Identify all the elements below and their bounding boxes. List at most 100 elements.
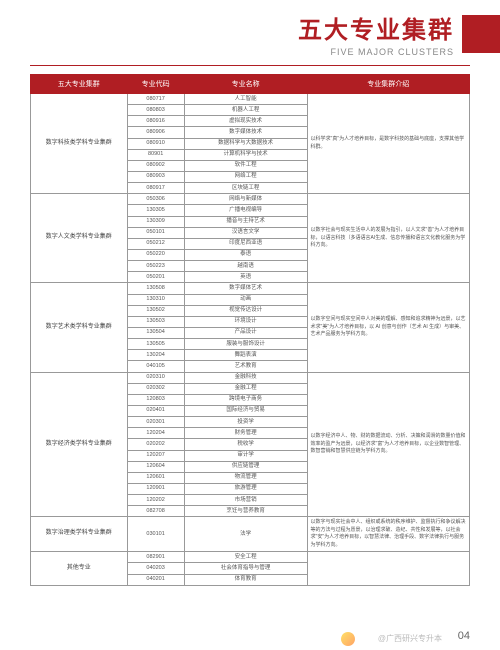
code-cell: 020310: [127, 372, 184, 383]
code-cell: 130508: [127, 283, 184, 294]
watermark-text: @广西研兴专升本: [378, 633, 442, 644]
table-row: 数字经济类学科专业集群020310金融科技以数字经济中人、物、财的数据流动、分析…: [31, 372, 470, 383]
major-cell: 艺术教育: [184, 361, 307, 372]
cluster-cell: 数字艺术类学科专业集群: [31, 283, 128, 372]
cluster-cell: 数字人文类学科专业集群: [31, 194, 128, 283]
code-cell: 020302: [127, 383, 184, 394]
code-cell: 050220: [127, 249, 184, 260]
major-cell: 物流管理: [184, 472, 307, 483]
major-cell: 审计学: [184, 450, 307, 461]
title-english: FIVE MAJOR CLUSTERS: [298, 47, 454, 57]
major-cell: 动画: [184, 294, 307, 305]
major-cell: 泰语: [184, 249, 307, 260]
major-cell: 体育教育: [184, 574, 307, 585]
cluster-cell: 其他专业: [31, 552, 128, 585]
code-cell: 120202: [127, 495, 184, 506]
code-cell: 040201: [127, 574, 184, 585]
intro-cell: 以数字空间与现实空间中人对美的理解、感知和追求精神为远景，以艺术求"美"为人才培…: [307, 283, 469, 372]
code-cell: 050101: [127, 227, 184, 238]
major-cell: 英语: [184, 272, 307, 283]
code-cell: 120604: [127, 461, 184, 472]
major-cell: 播音与主持艺术: [184, 216, 307, 227]
code-cell: 120901: [127, 483, 184, 494]
major-cell: 环境设计: [184, 316, 307, 327]
major-cell: 烹饪与营养教育: [184, 506, 307, 517]
code-cell: 120601: [127, 472, 184, 483]
code-cell: 020301: [127, 417, 184, 428]
major-cell: 舞蹈表演: [184, 350, 307, 361]
intro-cell: 以数字与现实社会中人、组织或系统的秩序维护、监督执行和争议解决等的方法与过程为愿…: [307, 517, 469, 552]
major-cell: 人工智能: [184, 94, 307, 105]
major-cell: 广播电视编导: [184, 205, 307, 216]
table-header-row: 五大专业集群 专业代码 专业名称 专业集群介绍: [31, 75, 470, 94]
major-cell: 数据科学与大数据技术: [184, 138, 307, 149]
table-body: 数字科技类学科专业集群080717人工智能以科学求"真"为人才培养目标，是数字科…: [31, 94, 470, 586]
major-cell: 计算机科学与技术: [184, 149, 307, 160]
major-cell: 区块链工程: [184, 183, 307, 194]
major-cell: 金融工程: [184, 383, 307, 394]
code-cell: 050306: [127, 194, 184, 205]
code-cell: 080717: [127, 94, 184, 105]
code-cell: 040105: [127, 361, 184, 372]
intro-cell: 以科学求"真"为人才培养目标，是数字科技的基础与底座，支撑其他学科群。: [307, 94, 469, 194]
code-cell: 130502: [127, 305, 184, 316]
major-cell: 汉语言文学: [184, 227, 307, 238]
major-cell: 国际经济与贸易: [184, 405, 307, 416]
major-cell: 服装与服饰设计: [184, 339, 307, 350]
major-cell: 数字媒体技术: [184, 127, 307, 138]
code-cell: 030101: [127, 517, 184, 552]
code-cell: 130309: [127, 216, 184, 227]
code-cell: 120204: [127, 428, 184, 439]
title-block: 五大专业集群 FIVE MAJOR CLUSTERS: [298, 10, 454, 57]
code-cell: 050223: [127, 261, 184, 272]
major-cell: 安全工程: [184, 552, 307, 563]
code-cell: 082708: [127, 506, 184, 517]
cluster-cell: 数字经济类学科专业集群: [31, 372, 128, 517]
major-cell: 产品设计: [184, 327, 307, 338]
cluster-cell: 数字治理类学科专业集群: [31, 517, 128, 552]
major-cell: 投资学: [184, 417, 307, 428]
table-row: 数字艺术类学科专业集群130508数字媒体艺术以数字空间与现实空间中人对美的理解…: [31, 283, 470, 294]
major-cell: 法学: [184, 517, 307, 552]
table-container: 五大专业集群 专业代码 专业名称 专业集群介绍 数字科技类学科专业集群08071…: [0, 74, 500, 586]
code-cell: 130310: [127, 294, 184, 305]
major-cell: 越南语: [184, 261, 307, 272]
code-cell: 082901: [127, 552, 184, 563]
major-cell: 印度尼西亚语: [184, 238, 307, 249]
intro-cell: 以数字经济中人、物、财的数据流动、分析、决策和润滑的数量价值和效率的盈产为远景，…: [307, 372, 469, 517]
major-cell: 软件工程: [184, 160, 307, 171]
watermark-icon: [341, 632, 355, 646]
code-cell: 080910: [127, 138, 184, 149]
major-cell: 金融科技: [184, 372, 307, 383]
major-cell: 机器人工程: [184, 105, 307, 116]
code-cell: 020202: [127, 439, 184, 450]
code-cell: 130505: [127, 339, 184, 350]
code-cell: 080917: [127, 183, 184, 194]
code-cell: 80901: [127, 149, 184, 160]
page-number: 04: [458, 630, 470, 642]
intro-cell: [307, 552, 469, 585]
table-row: 数字科技类学科专业集群080717人工智能以科学求"真"为人才培养目标，是数字科…: [31, 94, 470, 105]
code-cell: 080903: [127, 171, 184, 182]
th-major: 专业名称: [184, 75, 307, 94]
code-cell: 120207: [127, 450, 184, 461]
major-cell: 网络工程: [184, 171, 307, 182]
code-cell: 080906: [127, 127, 184, 138]
code-cell: 020401: [127, 405, 184, 416]
major-cell: 虚拟现实技术: [184, 116, 307, 127]
code-cell: 080803: [127, 105, 184, 116]
th-intro: 专业集群介绍: [307, 75, 469, 94]
major-cell: 数字媒体艺术: [184, 283, 307, 294]
major-cell: 旅游管理: [184, 483, 307, 494]
clusters-table: 五大专业集群 专业代码 专业名称 专业集群介绍 数字科技类学科专业集群08071…: [30, 74, 470, 586]
accent-block: [462, 15, 500, 53]
major-cell: 供应链管理: [184, 461, 307, 472]
intro-cell: 以数字社会与现实生活中人的发展为指引，以人文求"善"为人才培养目标，以语言科技（…: [307, 194, 469, 283]
title-chinese: 五大专业集群: [298, 10, 454, 45]
table-row: 数字治理类学科专业集群030101法学以数字与现实社会中人、组织或系统的秩序维护…: [31, 517, 470, 552]
code-cell: 050201: [127, 272, 184, 283]
code-cell: 080916: [127, 116, 184, 127]
major-cell: 网络与新媒体: [184, 194, 307, 205]
major-cell: 市场营销: [184, 495, 307, 506]
code-cell: 050212: [127, 238, 184, 249]
